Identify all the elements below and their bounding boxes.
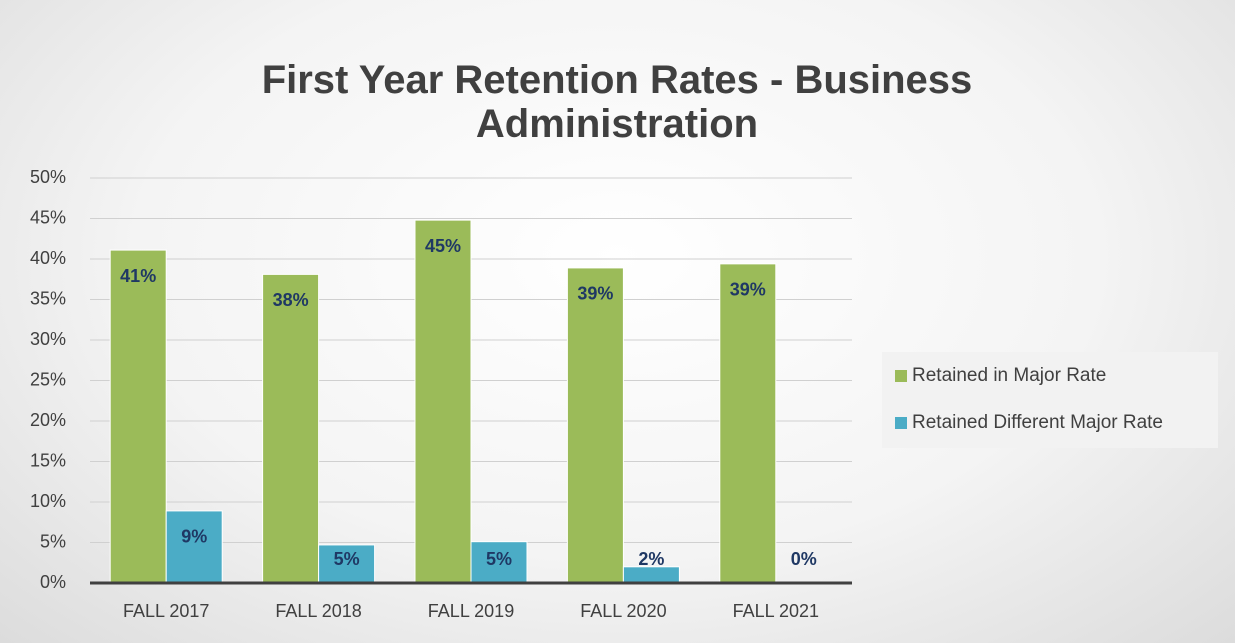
chart-title: First Year Retention Rates - Business Ad… <box>261 58 973 146</box>
bar <box>622 566 680 584</box>
data-label: 39% <box>577 284 613 304</box>
y-tick-label: 45% <box>30 207 66 227</box>
bar <box>719 263 777 584</box>
data-label: 39% <box>730 280 766 300</box>
y-tick-label: 15% <box>30 450 66 470</box>
data-label: 5% <box>486 549 512 569</box>
y-tick-label: 20% <box>30 410 66 430</box>
bar <box>318 544 376 584</box>
bar <box>414 219 472 584</box>
data-label: 0% <box>791 549 817 569</box>
bar <box>262 273 320 584</box>
bar <box>109 249 167 584</box>
legend-swatch <box>895 370 907 382</box>
y-tick-label: 0% <box>40 572 66 592</box>
bar <box>470 541 528 584</box>
data-label: 5% <box>334 549 360 569</box>
y-tick-label: 5% <box>40 531 66 551</box>
legend-label: Retained in Major Rate <box>912 365 1106 386</box>
data-label: 9% <box>181 527 207 547</box>
data-label: 41% <box>120 266 156 286</box>
y-tick-label: 30% <box>30 329 66 349</box>
bar <box>165 510 223 584</box>
y-tick-label: 40% <box>30 248 66 268</box>
legend-swatch <box>895 417 907 429</box>
y-tick-label: 25% <box>30 369 66 389</box>
x-tick-label: FALL 2018 <box>275 601 361 621</box>
x-tick-label: FALL 2021 <box>733 601 819 621</box>
y-tick-label: 10% <box>30 491 66 511</box>
x-tick-label: FALL 2017 <box>123 601 209 621</box>
x-tick-label: FALL 2020 <box>580 601 666 621</box>
x-tick-label: FALL 2019 <box>428 601 514 621</box>
legend-label: Retained Different Major Rate <box>912 412 1163 433</box>
data-label: 2% <box>638 549 664 569</box>
y-tick-label: 35% <box>30 288 66 308</box>
legend-box <box>882 352 1218 448</box>
y-tick-label: 50% <box>30 167 66 187</box>
bar <box>566 267 624 584</box>
data-label: 45% <box>425 236 461 256</box>
data-label: 38% <box>273 290 309 310</box>
